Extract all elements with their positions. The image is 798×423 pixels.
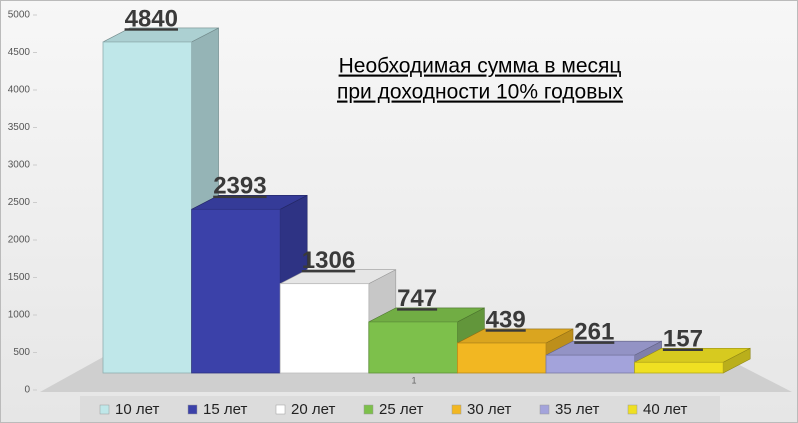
legend-label: 40 лет	[643, 401, 687, 418]
y-tick-label: 4000	[8, 85, 31, 96]
legend-swatch	[275, 404, 286, 415]
bar	[279, 283, 370, 374]
data-label: 4840	[125, 5, 178, 32]
y-tick-label: 1500	[8, 272, 31, 283]
chart-title: при доходности 10% годовых	[337, 81, 623, 104]
data-label: 1306	[302, 247, 355, 274]
y-tick-label: 0	[24, 385, 30, 396]
bar	[456, 342, 547, 374]
legend-label: 25 лет	[379, 401, 423, 418]
legend-swatch	[99, 404, 110, 415]
y-tick-label: 3500	[8, 122, 31, 133]
legend-swatch	[363, 404, 374, 415]
y-tick-label: 2500	[8, 197, 31, 208]
bar	[368, 321, 458, 374]
y-tick-label: 4500	[8, 47, 31, 58]
legend-box	[80, 396, 720, 422]
bar	[102, 41, 192, 374]
data-label: 157	[663, 326, 703, 353]
data-label: 439	[486, 306, 526, 333]
data-label: 747	[397, 285, 437, 312]
chart-title: Необходимая сумма в месяц	[339, 55, 622, 78]
legend-swatch	[187, 404, 198, 415]
data-label: 261	[574, 318, 614, 345]
bar	[191, 208, 281, 374]
bar	[545, 354, 635, 374]
legend-label: 15 лет	[203, 401, 247, 418]
y-tick-label: 5000	[8, 10, 31, 21]
legend-swatch	[539, 404, 550, 415]
y-tick-label: 500	[13, 347, 30, 358]
y-tick-label: 1000	[8, 310, 31, 321]
legend-label: 10 лет	[115, 401, 159, 418]
legend-swatch	[451, 404, 462, 415]
y-tick-label: 2000	[8, 235, 31, 246]
legend-label: 20 лет	[291, 401, 335, 418]
x-tick-label: 1	[411, 375, 416, 385]
y-tick-label: 3000	[8, 160, 31, 171]
legend-label: 30 лет	[467, 401, 511, 418]
data-label: 2393	[213, 173, 266, 200]
bar	[634, 361, 724, 374]
legend-swatch	[627, 404, 638, 415]
legend-label: 35 лет	[555, 401, 599, 418]
